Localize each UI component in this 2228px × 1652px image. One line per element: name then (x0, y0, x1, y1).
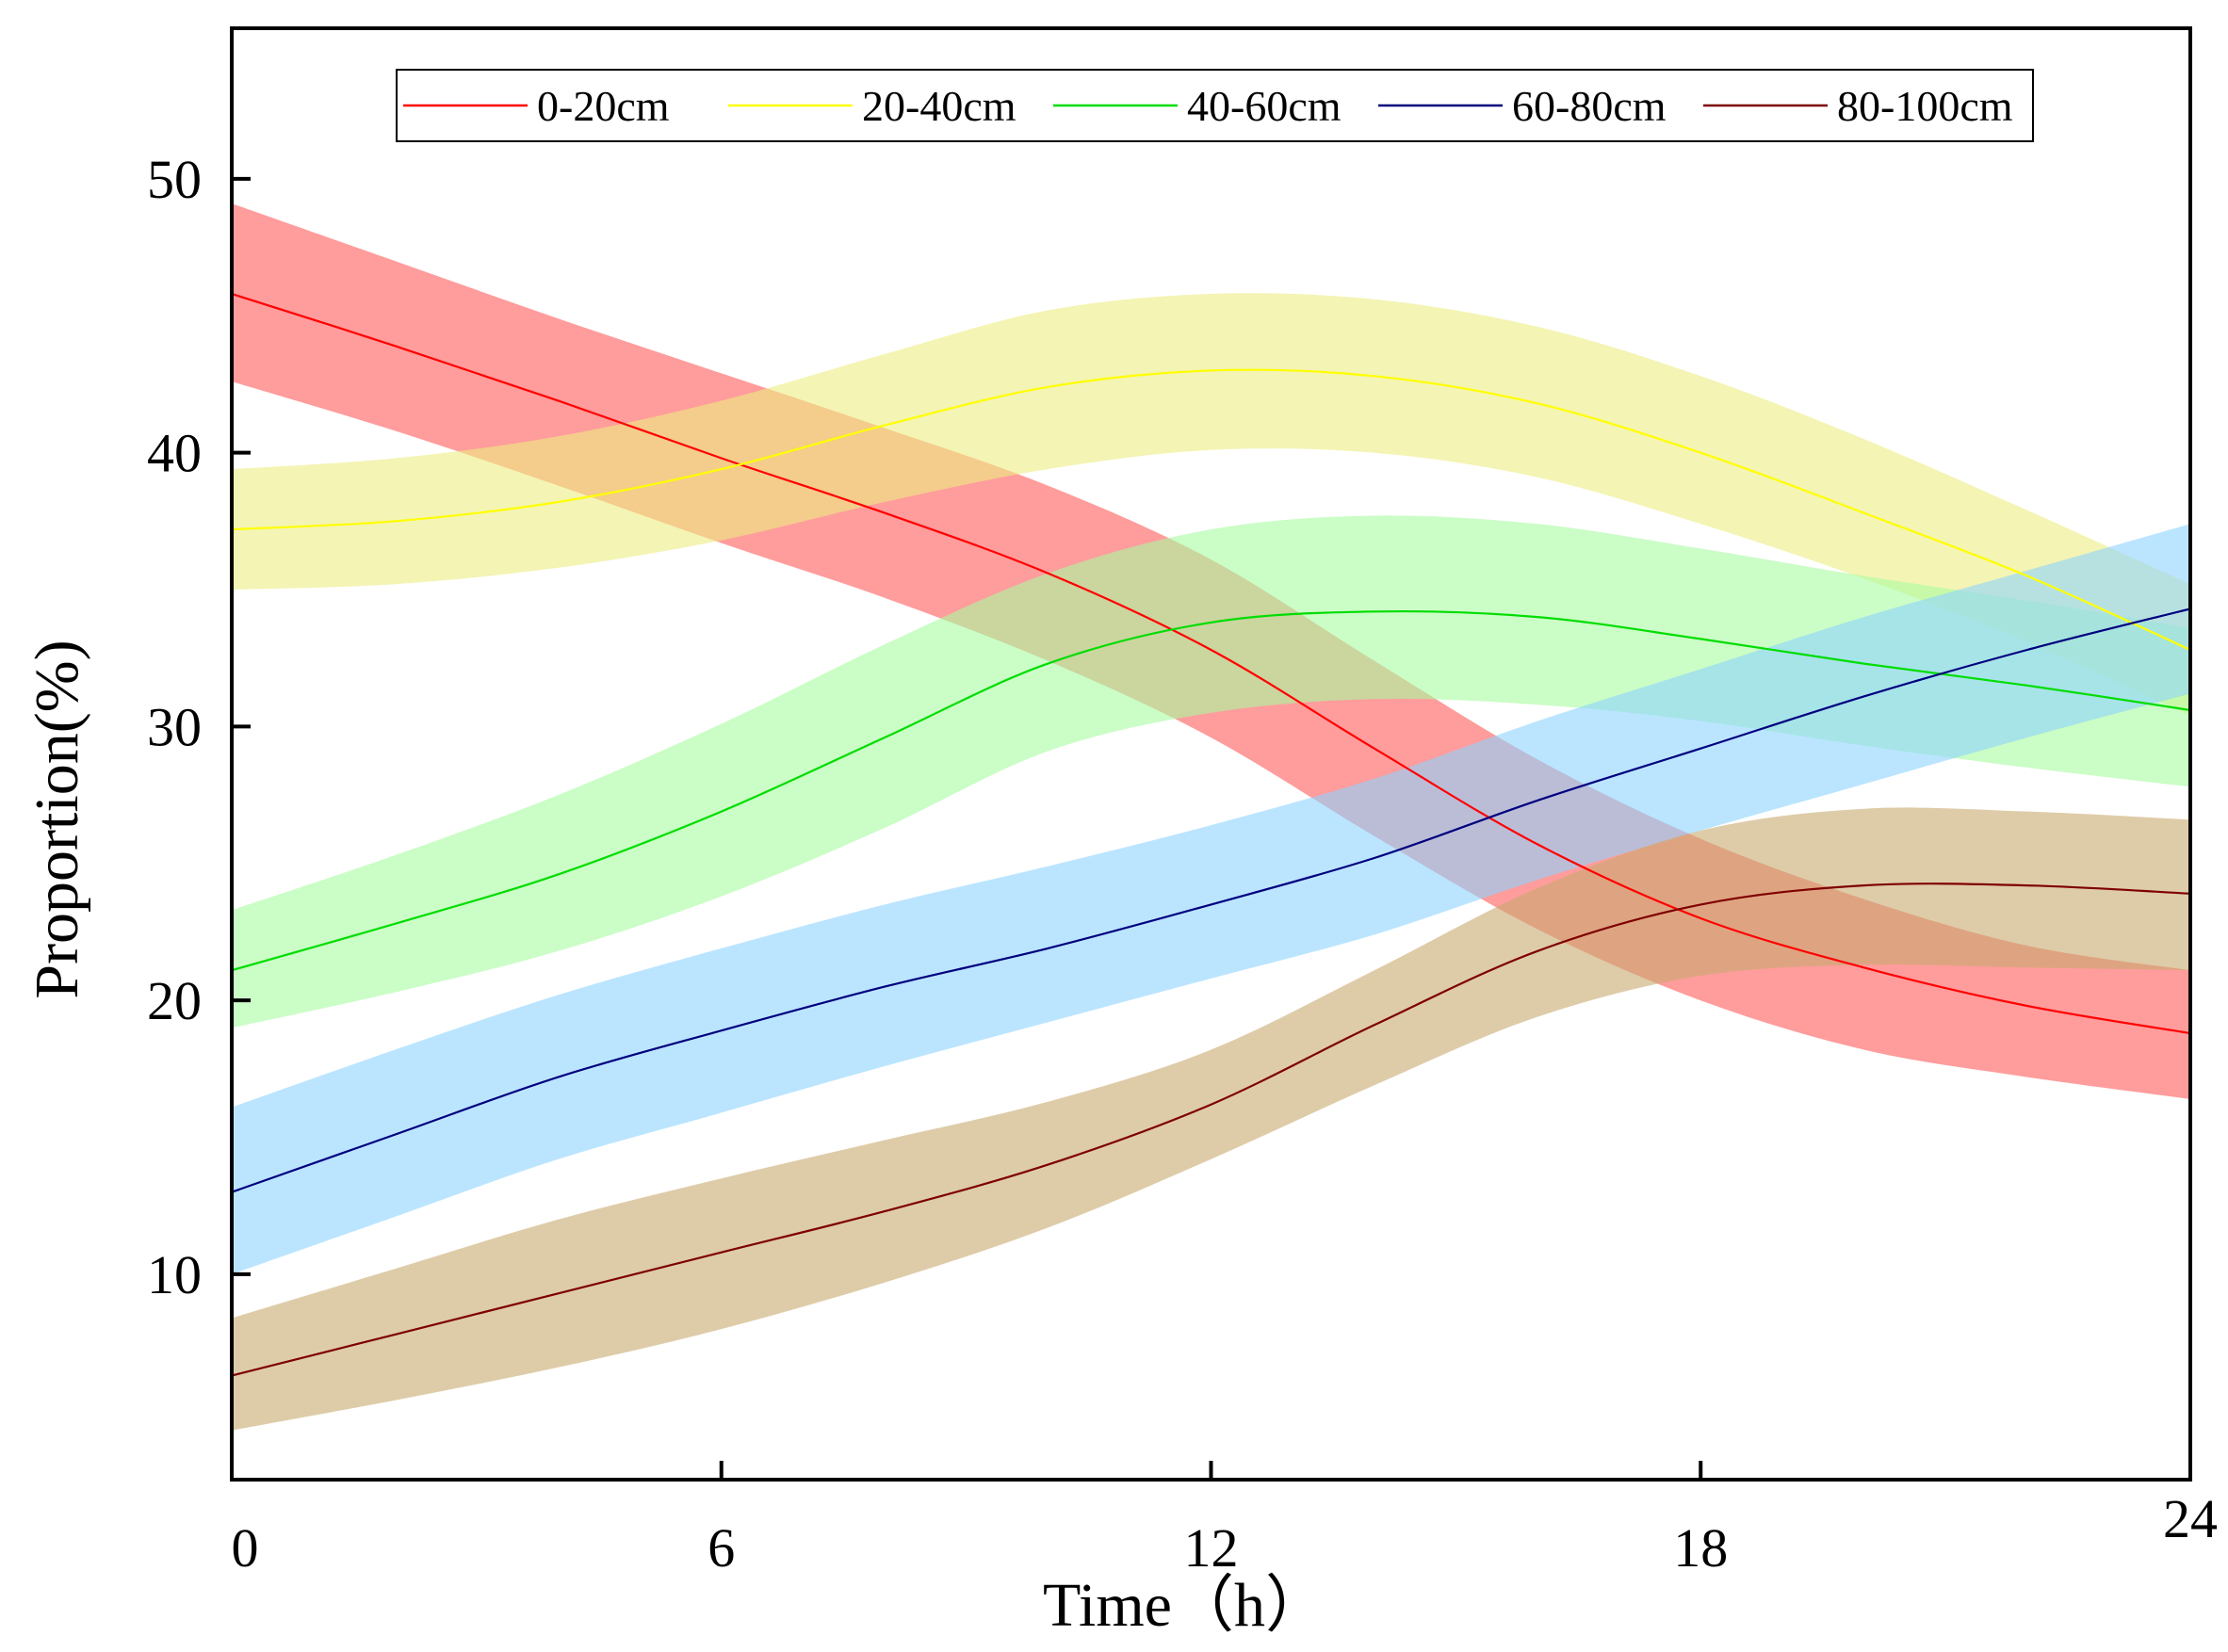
y-tick-label: 30 (147, 696, 202, 757)
band-20-40cm (232, 293, 2190, 716)
y-tick-label: 20 (147, 970, 202, 1031)
legend-label-20-40cm: 20-40cm (862, 82, 1016, 130)
x-tick-label: 18 (1673, 1517, 1728, 1579)
legend-label-0-20cm: 0-20cm (537, 82, 670, 130)
line-80-100cm (232, 883, 2190, 1377)
line-60-80cm (232, 607, 2190, 1193)
confidence-bands (232, 203, 2190, 1431)
y-tick-label: 40 (147, 423, 202, 484)
x-axis-title: Time（h） (1043, 1571, 1327, 1640)
x-tick-label: 0 (232, 1517, 259, 1579)
band-60-80cm (232, 524, 2190, 1274)
legend: 0-20cm 20-40cm 40-60cm 60-80cm 80-100cm (396, 69, 2034, 142)
y-tick-label: 10 (147, 1244, 202, 1305)
band-80-100cm (232, 807, 2190, 1431)
x-tick-label: 12 (1184, 1517, 1239, 1579)
y-axis-ticks: 10 20 30 40 50 (147, 149, 251, 1305)
x-tick-label: 6 (707, 1517, 735, 1579)
y-tick-label: 50 (147, 149, 202, 210)
legend-label-80-100cm: 80-100cm (1837, 82, 2013, 130)
line-20-40cm (232, 368, 2190, 652)
band-40-60cm (232, 515, 2190, 1028)
legend-label-60-80cm: 60-80cm (1512, 82, 1667, 130)
line-0-20cm (232, 292, 2190, 1035)
x-tick-label: 24 (2163, 1488, 2218, 1549)
line-40-60cm (232, 609, 2190, 972)
x-axis-ticks: 0 6 12 18 24 (230, 1461, 2218, 1579)
series-lines (232, 292, 2190, 1377)
y-axis-title: Proportion(%) (23, 640, 91, 998)
legend-label-40-60cm: 40-60cm (1187, 82, 1342, 130)
